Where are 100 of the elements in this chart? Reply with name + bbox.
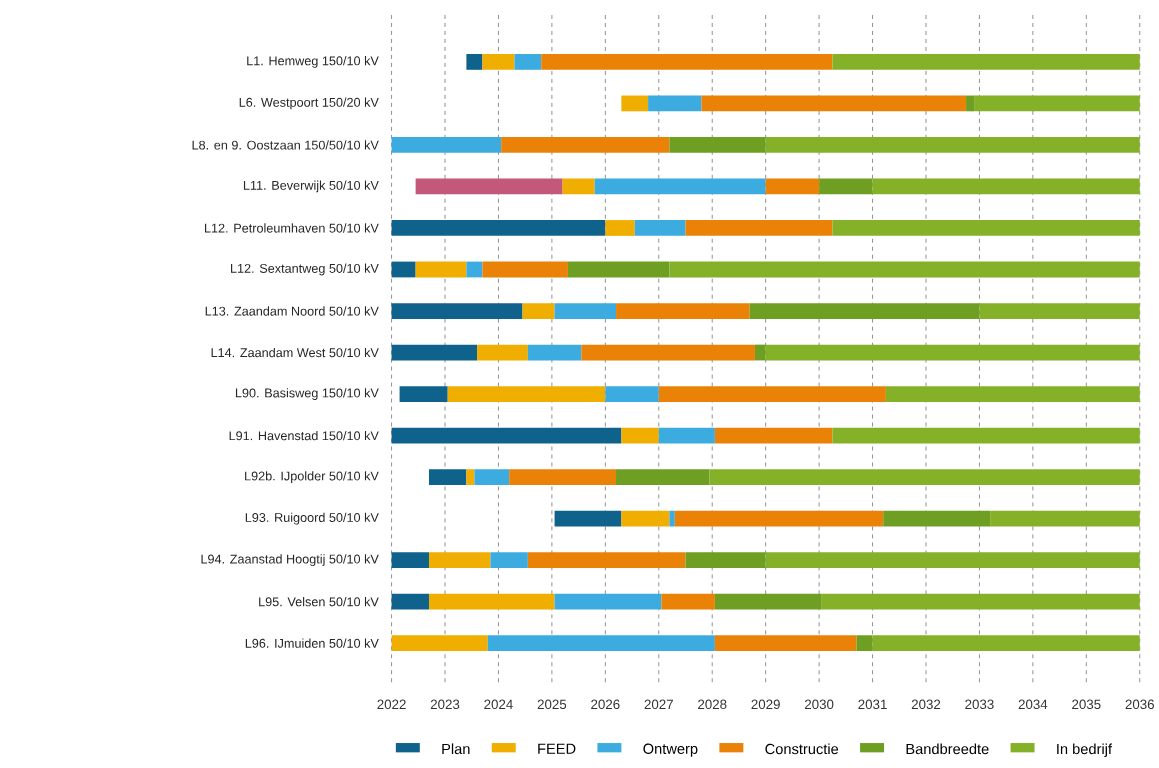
- bar: [554, 593, 662, 610]
- legend-label: Ontwerp: [643, 743, 698, 757]
- bar: [669, 510, 675, 527]
- bar: [562, 178, 595, 195]
- bar: [714, 427, 833, 444]
- bar: [581, 344, 755, 361]
- bar: [554, 510, 622, 527]
- bar: [527, 552, 686, 568]
- y-tick-label: L12. Petroleumhaven 50/10 kV: [205, 223, 379, 233]
- bar: [447, 386, 606, 402]
- bar: [616, 303, 750, 319]
- bar: [594, 178, 766, 195]
- x-tick-label: 2028: [698, 699, 727, 709]
- bar: [765, 178, 820, 195]
- bar: [605, 220, 635, 236]
- x-tick-label: 2026: [591, 699, 620, 709]
- y-tick-label: L13. Zaandam Noord 50/10 kV: [205, 306, 379, 316]
- bar: [669, 261, 1140, 278]
- bar: [399, 386, 448, 402]
- x-tick-label: 2025: [537, 699, 567, 709]
- bar: [501, 136, 670, 153]
- bar: [391, 635, 488, 651]
- bar: [466, 469, 475, 485]
- bar: [514, 53, 542, 70]
- legend-label: Bandbreedte: [906, 743, 989, 755]
- bar: [391, 427, 622, 444]
- legend-label: Constructie: [765, 743, 839, 755]
- bar: [522, 303, 555, 319]
- bar: [685, 552, 766, 568]
- bar: [391, 220, 606, 236]
- bar: [428, 593, 555, 610]
- y-tick-label: L14. Zaandam West 50/10 kV: [211, 347, 379, 358]
- y-tick-label: L92b. IJpolder 50/10 kV: [245, 471, 379, 483]
- y-tick-label: L1. Hemweg 150/10 kV: [247, 55, 379, 68]
- bar: [832, 427, 1140, 444]
- bar: [749, 303, 980, 319]
- bar: [714, 593, 822, 610]
- x-tick-label: 2023: [430, 699, 460, 709]
- y-tick-label: L91. Havenstad 150/10 kV: [229, 430, 379, 441]
- bar: [661, 593, 715, 610]
- bar: [674, 510, 884, 527]
- y-tick-label: L96. IJmuiden 50/10 kV: [245, 638, 379, 648]
- bar: [391, 261, 416, 278]
- bar: [605, 386, 659, 402]
- y-tick-label: L11. Beverwijk 50/10 kV: [243, 180, 379, 193]
- y-tick-label: L95. Velsen 50/10 kV: [259, 596, 379, 607]
- bar: [391, 303, 523, 319]
- bar: [482, 53, 515, 70]
- bar: [701, 95, 967, 112]
- bar: [832, 53, 1140, 70]
- bar: [474, 469, 510, 485]
- bar: [634, 220, 686, 236]
- bar: [391, 552, 429, 568]
- y-tick-label: L6. Westpoort 150/20 kV: [239, 97, 379, 110]
- bar: [391, 136, 502, 153]
- x-tick-label: 2032: [911, 699, 941, 709]
- bar: [754, 344, 766, 361]
- bar: [819, 178, 873, 195]
- bar: [714, 635, 857, 651]
- bar: [974, 95, 1140, 112]
- x-tick-label: 2035: [1072, 699, 1101, 709]
- bar: [765, 136, 1140, 153]
- bar: [765, 552, 1140, 568]
- bar: [554, 303, 617, 319]
- bar: [765, 344, 1140, 361]
- legend-label: In bedrijf: [1057, 743, 1113, 757]
- x-tick-label: 2022: [377, 699, 406, 709]
- bar: [832, 220, 1140, 236]
- bar: [541, 53, 833, 70]
- bar: [821, 593, 1140, 610]
- bar: [979, 303, 1140, 319]
- legend-label: FEED: [538, 743, 576, 754]
- x-tick-label: 2031: [858, 699, 887, 709]
- bar: [872, 178, 1140, 195]
- y-tick-label: L90. Basisweg 150/10 kV: [235, 388, 379, 400]
- y-tick-label: L94. Zaanstad Hoogtij 50/10 kV: [201, 554, 379, 566]
- bar: [621, 510, 670, 527]
- bar: [466, 261, 483, 278]
- bar: [669, 136, 766, 153]
- bar: [709, 469, 1140, 485]
- x-tick-label: 2036: [1125, 699, 1154, 709]
- bar: [490, 552, 528, 568]
- x-tick-label: 2027: [644, 699, 673, 709]
- bar: [658, 386, 886, 402]
- bar: [391, 593, 429, 610]
- bar: [415, 178, 563, 195]
- bar: [487, 635, 715, 651]
- bar: [856, 635, 873, 651]
- y-tick-label: L8. en 9. Oostzaan 150/50/10 kV: [192, 140, 379, 150]
- bar: [648, 95, 702, 112]
- bar: [872, 635, 1140, 651]
- bar: [616, 469, 710, 485]
- bar: [883, 510, 991, 527]
- bar: [621, 427, 659, 444]
- y-tick-label: L12. Sextantweg 50/10 kV: [231, 263, 379, 276]
- bar: [966, 95, 975, 112]
- bar: [428, 552, 491, 568]
- x-tick-label: 2030: [804, 699, 834, 709]
- y-tick-label: L93. Ruigoord 50/10 kV: [245, 512, 379, 525]
- x-tick-label: 2033: [965, 699, 994, 709]
